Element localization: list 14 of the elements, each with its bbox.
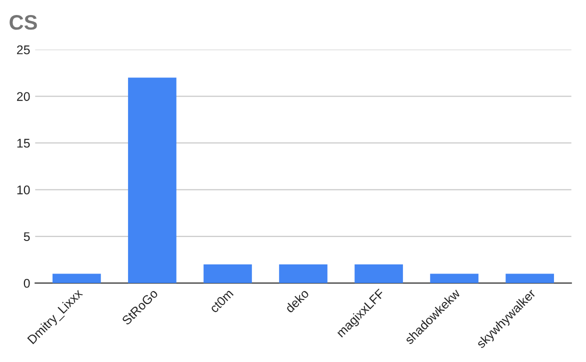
y-tick-label: 5 (24, 232, 30, 242)
y-tick-label: 20 (17, 92, 30, 101)
y-tick-label: 15 (17, 138, 30, 148)
bar (279, 264, 328, 284)
bar (128, 78, 176, 284)
bar (506, 274, 554, 284)
bar (52, 274, 101, 284)
y-tick-label: 0 (24, 278, 30, 288)
bar (354, 264, 403, 284)
y-tick-label: 10 (17, 185, 30, 194)
chart-title: CS (10, 15, 37, 30)
y-tick-label: 25 (17, 45, 30, 54)
bar (204, 264, 252, 284)
bar (430, 274, 478, 284)
